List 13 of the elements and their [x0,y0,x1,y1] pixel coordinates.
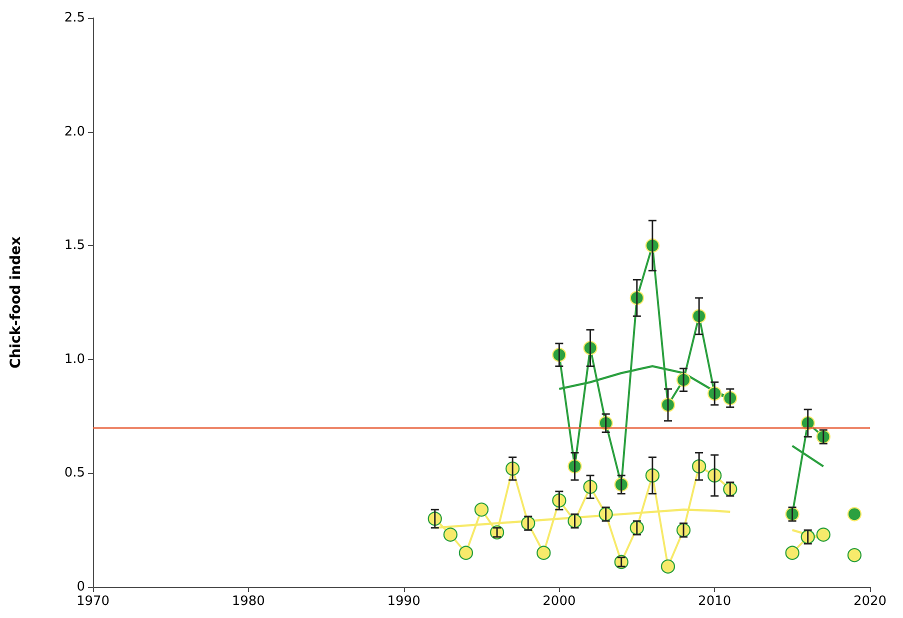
x-tick-label: 1990 [387,594,420,609]
x-tick-label: 2010 [698,594,732,609]
y-tick-label: 2.0 [64,124,85,140]
y-axis-title: Chick-food index [8,236,24,368]
y-tick-label: 1.5 [64,238,85,254]
x-tick-label: 1980 [232,594,265,609]
y-tick-label: 0 [76,580,85,594]
y-tick-label: 0.5 [64,466,85,481]
y-tick-label: 2.5 [64,10,85,26]
y-tick-label: 1.0 [64,352,85,367]
x-tick-label: 1970 [76,594,110,609]
x-tick-label: 2020 [853,594,887,609]
x-tick-label: 2000 [542,594,576,609]
